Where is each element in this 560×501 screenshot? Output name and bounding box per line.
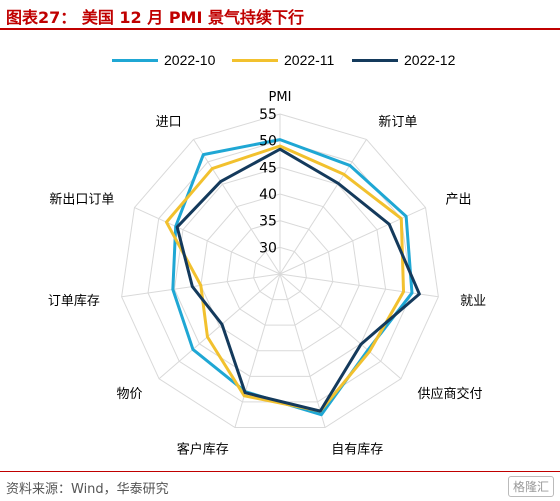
axis-label-4: 供应商交付 <box>418 386 483 402</box>
data-point-2022-12-6 <box>243 391 247 394</box>
data-point-2022-12-1 <box>337 182 340 185</box>
legend-swatch-2022-10 <box>112 58 158 62</box>
axis-label-3: 就业 <box>460 294 486 309</box>
data-point-2022-12-5 <box>319 409 322 413</box>
axis-label-0: PMI <box>269 90 292 105</box>
data-point-2022-12-7 <box>220 323 224 326</box>
data-point-2022-10-8 <box>171 288 175 291</box>
chart-title: 图表27： 美国 12 月 PMI 景气持续下行 <box>6 8 304 27</box>
chart-legend: 2022-10 2022-11 2022-12 <box>0 48 560 72</box>
axis-label-6: 客户库存 <box>177 442 229 458</box>
data-point-2022-10-0 <box>278 138 282 141</box>
watermark-logo: 格隆汇 <box>507 476 554 497</box>
data-point-2022-11-10 <box>211 167 214 170</box>
title-bar: 图表27： 美国 12 月 PMI 景气持续下行 <box>0 0 560 30</box>
data-point-2022-12-2 <box>387 222 391 226</box>
tick-label-50: 50 <box>259 134 277 150</box>
axis-label-2: 产出 <box>446 192 472 207</box>
data-point-2022-10-1 <box>348 164 351 167</box>
grid-ring-35 <box>226 220 334 326</box>
grid-ring-40 <box>200 193 360 352</box>
grid-spoke-7 <box>158 273 281 380</box>
data-point-2022-11-9 <box>165 220 168 224</box>
source-divider <box>0 471 560 472</box>
data-point-2022-10-10 <box>202 153 205 156</box>
series-line-2022-10 <box>171 138 414 417</box>
tick-label-40: 40 <box>259 187 277 203</box>
axis-label-10: 进口 <box>156 115 182 130</box>
data-point-2022-12-3 <box>418 292 421 296</box>
axis-label-1: 新订单 <box>378 114 417 130</box>
grid-spoke-9 <box>134 207 281 275</box>
title-divider <box>0 28 560 30</box>
legend-label-2022-12: 2022-12 <box>404 52 456 68</box>
series-line-2022-11 <box>164 144 406 413</box>
grid-spoke-1 <box>279 139 367 275</box>
grid-spoke-4 <box>279 273 402 380</box>
data-point-2022-11-3 <box>402 290 405 293</box>
tick-label-30: 30 <box>259 240 277 256</box>
data-point-2022-11-4 <box>368 350 371 353</box>
source-note: 资料来源：Wind，华泰研究 <box>6 482 169 497</box>
axis-label-7: 物价 <box>116 387 142 402</box>
grid-ring-55 <box>121 113 439 429</box>
data-point-2022-11-8 <box>199 284 203 287</box>
radar-series <box>164 138 421 417</box>
tick-label-55: 55 <box>259 107 277 123</box>
data-point-2022-10-7 <box>191 348 195 351</box>
data-point-2022-12-4 <box>359 343 363 346</box>
grid-ring-45 <box>173 166 387 377</box>
data-point-2022-12-10 <box>219 180 222 183</box>
axis-label-8: 订单库存 <box>48 293 100 309</box>
axis-label-5: 自有库存 <box>331 442 383 458</box>
data-point-2022-10-5 <box>320 413 323 416</box>
legend-label-2022-11: 2022-11 <box>284 52 335 68</box>
grid-ring-30 <box>253 246 307 301</box>
legend-swatch-2022-12 <box>352 58 398 62</box>
grid-spoke-6 <box>234 273 281 428</box>
axis-label-9: 新出口订单 <box>49 191 114 207</box>
tick-label-35: 35 <box>259 214 277 230</box>
legend-item-2022-12: 2022-12 <box>352 48 455 72</box>
grid-spoke-5 <box>279 273 326 428</box>
data-point-2022-12-8 <box>191 285 194 288</box>
series-line-2022-12 <box>175 147 421 413</box>
grid-spoke-10 <box>193 139 281 275</box>
legend-swatch-2022-11 <box>232 58 278 62</box>
legend-item-2022-10: 2022-10 <box>112 48 215 72</box>
data-point-2022-11-2 <box>400 217 403 220</box>
data-point-2022-11-6 <box>243 394 246 397</box>
data-point-2022-11-1 <box>342 173 346 176</box>
data-point-2022-10-3 <box>410 291 414 295</box>
tick-label-45: 45 <box>259 160 277 176</box>
legend-label-2022-10: 2022-10 <box>164 52 216 68</box>
data-point-2022-12-0 <box>278 148 282 151</box>
data-point-2022-11-7 <box>206 335 209 339</box>
legend-item-2022-11: 2022-11 <box>232 48 334 72</box>
data-point-2022-11-0 <box>278 144 282 148</box>
radar-grid <box>121 113 439 429</box>
data-point-2022-12-9 <box>175 225 179 229</box>
data-point-2022-10-2 <box>404 215 408 218</box>
